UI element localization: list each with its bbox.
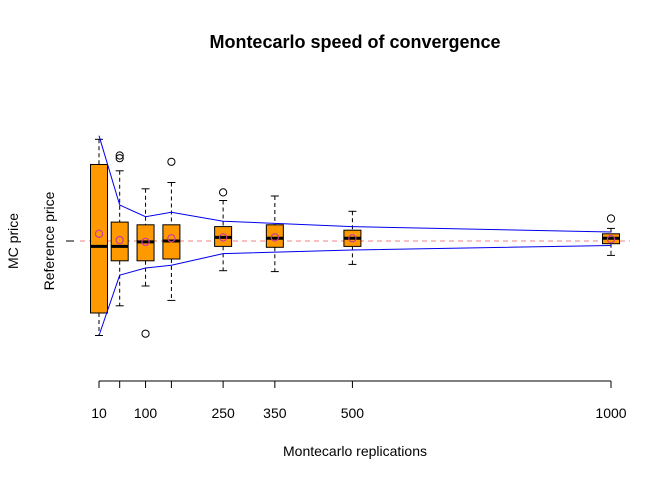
x-tick-label: 250	[211, 405, 235, 421]
outlier-point	[167, 157, 176, 166]
outlier-point	[115, 154, 124, 163]
mean-marker-100	[141, 237, 150, 247]
chart-title: Montecarlo speed of convergence	[209, 32, 500, 52]
box-350	[265, 224, 284, 248]
mean-marker-500	[348, 234, 357, 243]
mean-marker-350	[270, 233, 280, 242]
x-tick-label: 500	[341, 405, 365, 421]
x-tick-label: 350	[263, 405, 287, 421]
outlier-point	[141, 329, 150, 338]
plot-area: 10 100 250 350 500 1000	[66, 135, 630, 421]
x-tick-label: 1000	[595, 405, 626, 421]
mean-marker-150	[167, 234, 176, 243]
mean-marker-10	[94, 229, 104, 238]
box-10	[90, 164, 108, 314]
x-tick-label: 100	[134, 405, 158, 421]
upper-confidence-band	[98, 135, 612, 233]
box-50	[110, 221, 129, 262]
outlier-point	[219, 188, 228, 197]
outlier-point	[115, 151, 124, 160]
mean-marker-1000	[606, 234, 616, 244]
outlier-point	[606, 214, 616, 223]
x-tick-label: 10	[91, 405, 107, 421]
mean-marker-250	[218, 233, 228, 242]
y-axis-label-outer: MC price	[5, 213, 21, 269]
mean-marker-50	[115, 235, 124, 245]
x-axis-label: Montecarlo replications	[283, 443, 427, 459]
lower-confidence-band	[98, 245, 612, 336]
y-axis-label-inner: Reference price	[41, 191, 57, 290]
